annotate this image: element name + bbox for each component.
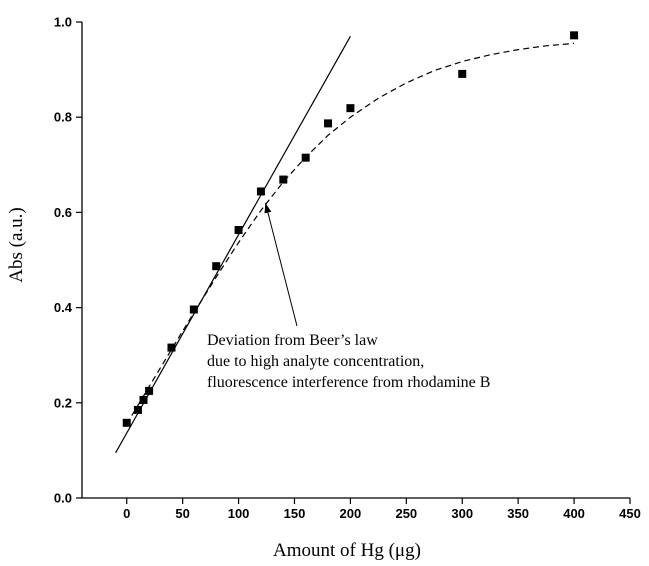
x-tick-label: 200 bbox=[340, 506, 362, 521]
data-point bbox=[234, 226, 243, 235]
annotation-line: Deviation from Beer’s law bbox=[207, 332, 378, 349]
y-tick-label: 0.4 bbox=[54, 300, 73, 315]
x-tick-label: 300 bbox=[451, 506, 473, 521]
annotation: Deviation from Beer’s law due to high ana… bbox=[207, 202, 490, 391]
y-axis-label: Abs (a.u.) bbox=[6, 207, 27, 282]
x-tick-label: 150 bbox=[284, 506, 306, 521]
y-tick-label: 0.8 bbox=[54, 110, 72, 125]
data-points bbox=[122, 31, 579, 427]
annotation-line: fluorescence interference from rhodamine… bbox=[207, 374, 490, 391]
linear-fit-line bbox=[115, 36, 351, 454]
data-point bbox=[279, 175, 288, 184]
data-point bbox=[139, 395, 148, 404]
data-point bbox=[301, 153, 310, 162]
data-point bbox=[122, 418, 131, 427]
annotation-arrowhead bbox=[264, 202, 272, 214]
data-point bbox=[256, 187, 265, 196]
data-point bbox=[145, 386, 154, 395]
data-point bbox=[458, 69, 467, 78]
x-tick-label: 100 bbox=[228, 506, 250, 521]
x-axis-label: Amount of Hg (μg) bbox=[273, 540, 421, 561]
y-tick-label: 1.0 bbox=[54, 15, 72, 30]
annotation-line: due to high analyte concentration, bbox=[207, 353, 424, 370]
data-point bbox=[212, 262, 221, 271]
x-tick-label: 400 bbox=[563, 506, 585, 521]
x-tick-label: 0 bbox=[123, 506, 130, 521]
x-tick-label: 50 bbox=[175, 506, 189, 521]
axes-frame bbox=[81, 22, 630, 499]
x-tick-label: 350 bbox=[507, 506, 529, 521]
y-tick-label: 0.2 bbox=[54, 395, 72, 410]
annotation-arrow bbox=[264, 202, 298, 327]
x-tick-label: 450 bbox=[619, 506, 641, 521]
data-point bbox=[189, 305, 198, 314]
x-tick-label: 250 bbox=[395, 506, 417, 521]
ticks: 0 50 100 150 200 250 300 350 400 450 0.0 0.2 0.4 0.6 0… bbox=[54, 15, 641, 522]
data-point bbox=[133, 405, 142, 414]
data-point bbox=[324, 119, 333, 128]
y-tick-label: 0.6 bbox=[54, 205, 72, 220]
data-point bbox=[167, 343, 176, 352]
data-point bbox=[570, 31, 579, 40]
data-point bbox=[346, 104, 355, 113]
y-tick-label: 0.0 bbox=[54, 491, 72, 506]
